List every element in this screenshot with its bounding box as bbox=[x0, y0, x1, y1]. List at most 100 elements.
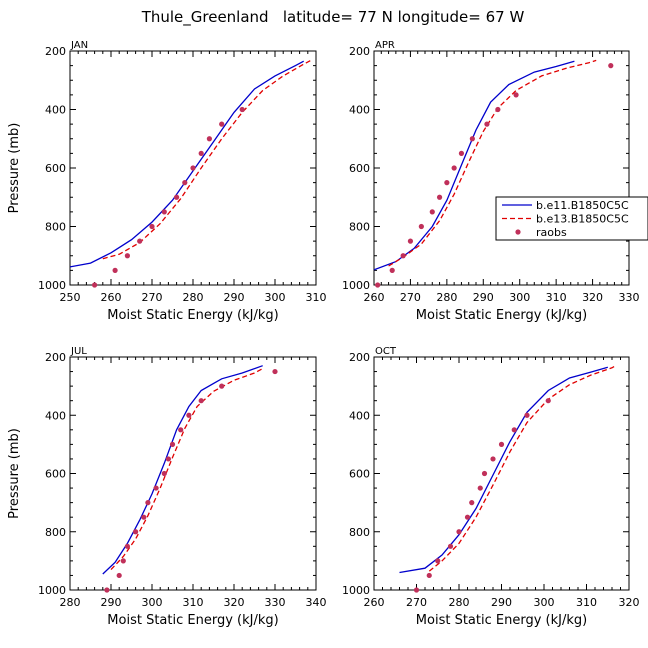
raobs-point bbox=[436, 194, 443, 200]
raobs-point bbox=[498, 441, 505, 447]
panel-jul: JUL 280 290 300 310 320 330 340 200 400 600 800 1000… bbox=[7, 346, 327, 628]
raobs-point bbox=[511, 427, 517, 433]
x-tick-label: 280 bbox=[436, 291, 457, 304]
figure-title: Thule_Greenland latitude= 77 N longitude… bbox=[141, 8, 525, 27]
y-tick-label: 1000 bbox=[342, 584, 370, 597]
raobs-point bbox=[608, 63, 614, 69]
raobs-point bbox=[458, 150, 465, 156]
x-tick-label: 270 bbox=[406, 596, 427, 609]
x-tick-label: 280 bbox=[183, 291, 204, 304]
raobs-point bbox=[149, 223, 155, 230]
raobs-point bbox=[464, 514, 471, 520]
raobs-point bbox=[435, 558, 441, 564]
raobs-point bbox=[219, 121, 225, 127]
raobs-point bbox=[456, 529, 462, 535]
raobs-point bbox=[447, 543, 454, 549]
raobs-point bbox=[469, 136, 475, 142]
data-layer bbox=[374, 59, 597, 271]
series-line-e13 bbox=[110, 368, 264, 571]
legend-label: b.e11.B1850C5C bbox=[536, 199, 629, 212]
raobs-point bbox=[133, 529, 139, 535]
legend-marker-dot bbox=[515, 229, 521, 235]
y-axis-label: Pressure (mb) bbox=[7, 123, 22, 214]
panel-label: JUL bbox=[70, 346, 87, 357]
raobs-point bbox=[413, 587, 420, 593]
x-tick-label: 280 bbox=[449, 596, 470, 609]
y-tick-label: 400 bbox=[45, 104, 66, 117]
raobs-point bbox=[190, 165, 196, 171]
series-line-e11 bbox=[70, 60, 305, 268]
panel-label: JAN bbox=[70, 40, 88, 51]
y-tick-label: 800 bbox=[45, 221, 66, 234]
y-tick-label: 200 bbox=[45, 351, 66, 364]
raobs-point bbox=[141, 514, 147, 520]
raobs-point bbox=[239, 106, 245, 113]
plot-frame bbox=[69, 356, 317, 591]
series-line-e13 bbox=[388, 59, 597, 267]
x-tick-label: 300 bbox=[509, 291, 530, 304]
series-line-e13 bbox=[428, 364, 617, 572]
x-tick-label: 260 bbox=[101, 291, 122, 304]
raobs-point bbox=[165, 456, 171, 462]
raobs-point bbox=[477, 485, 483, 491]
y-tick-label: 600 bbox=[349, 162, 370, 175]
x-tick-label: 320 bbox=[582, 291, 603, 304]
x-tick-label: 290 bbox=[491, 596, 512, 609]
x-tick-label: 270 bbox=[142, 291, 163, 304]
panel-label: OCT bbox=[375, 346, 397, 357]
data-layer bbox=[102, 365, 264, 575]
x-tick-label: 310 bbox=[183, 596, 204, 609]
x-axis-label: Moist Static Energy (kJ/kg) bbox=[416, 308, 587, 323]
series-line-e13 bbox=[102, 59, 313, 260]
y-tick-label: 800 bbox=[349, 221, 370, 234]
x-tick-label: 290 bbox=[473, 291, 494, 304]
raobs-point bbox=[375, 282, 381, 288]
x-tick-label: 290 bbox=[224, 291, 245, 304]
raobs-point bbox=[169, 441, 176, 447]
raobs-point bbox=[161, 209, 167, 215]
raobs-point bbox=[451, 165, 457, 171]
raobs-point bbox=[219, 383, 225, 389]
raobs-point bbox=[174, 194, 180, 200]
raobs-point bbox=[182, 180, 188, 186]
raobs-point bbox=[524, 412, 530, 418]
legend-label: b.e13.B1850C5C bbox=[536, 213, 629, 226]
series-line-e11 bbox=[374, 60, 575, 271]
y-tick-label: 200 bbox=[349, 45, 370, 58]
raobs-point bbox=[120, 558, 126, 564]
raobs-point bbox=[545, 398, 551, 404]
x-tick-label: 300 bbox=[534, 596, 555, 609]
panel-jan: JAN 250 260 270 280 290 300 310 200 400 600 800 1000… bbox=[7, 40, 327, 323]
x-tick-label: 300 bbox=[142, 596, 163, 609]
raobs-point bbox=[481, 470, 488, 477]
y-tick-label: 400 bbox=[45, 409, 66, 422]
raobs-point bbox=[429, 209, 435, 215]
y-tick-label: 800 bbox=[45, 526, 66, 539]
x-tick-label: 310 bbox=[576, 596, 597, 609]
y-tick-label: 1000 bbox=[38, 584, 66, 597]
raobs-point bbox=[145, 500, 151, 506]
x-tick-label: 300 bbox=[265, 291, 286, 304]
panel-oct: OCT 260 270 280 290 300 310 320 200 400 600 800 1000… bbox=[342, 346, 640, 628]
x-axis-label: Moist Static Energy (kJ/kg) bbox=[416, 613, 587, 628]
x-axis-label: Moist Static Energy (kJ/kg) bbox=[107, 613, 278, 628]
y-tick-label: 600 bbox=[45, 468, 66, 481]
raobs-point bbox=[116, 572, 122, 579]
raobs-point bbox=[92, 282, 98, 288]
raobs-point bbox=[186, 412, 192, 418]
raobs-point bbox=[112, 267, 118, 273]
x-tick-label: 250 bbox=[60, 291, 81, 304]
raobs-point bbox=[389, 267, 395, 273]
panels: JAN 250 260 270 280 290 300 310 200 400 600 800 1000… bbox=[7, 40, 640, 628]
panel-label: APR bbox=[375, 40, 395, 51]
x-tick-label: 290 bbox=[101, 596, 122, 609]
x-tick-label: 310 bbox=[546, 291, 567, 304]
raobs-point bbox=[178, 427, 184, 433]
x-tick-label: 310 bbox=[306, 291, 327, 304]
raobs-point bbox=[104, 587, 110, 593]
raobs-point bbox=[124, 253, 130, 259]
raobs-point bbox=[407, 238, 414, 244]
x-tick-label: 330 bbox=[265, 596, 286, 609]
y-axis-label: Pressure (mb) bbox=[7, 428, 22, 519]
